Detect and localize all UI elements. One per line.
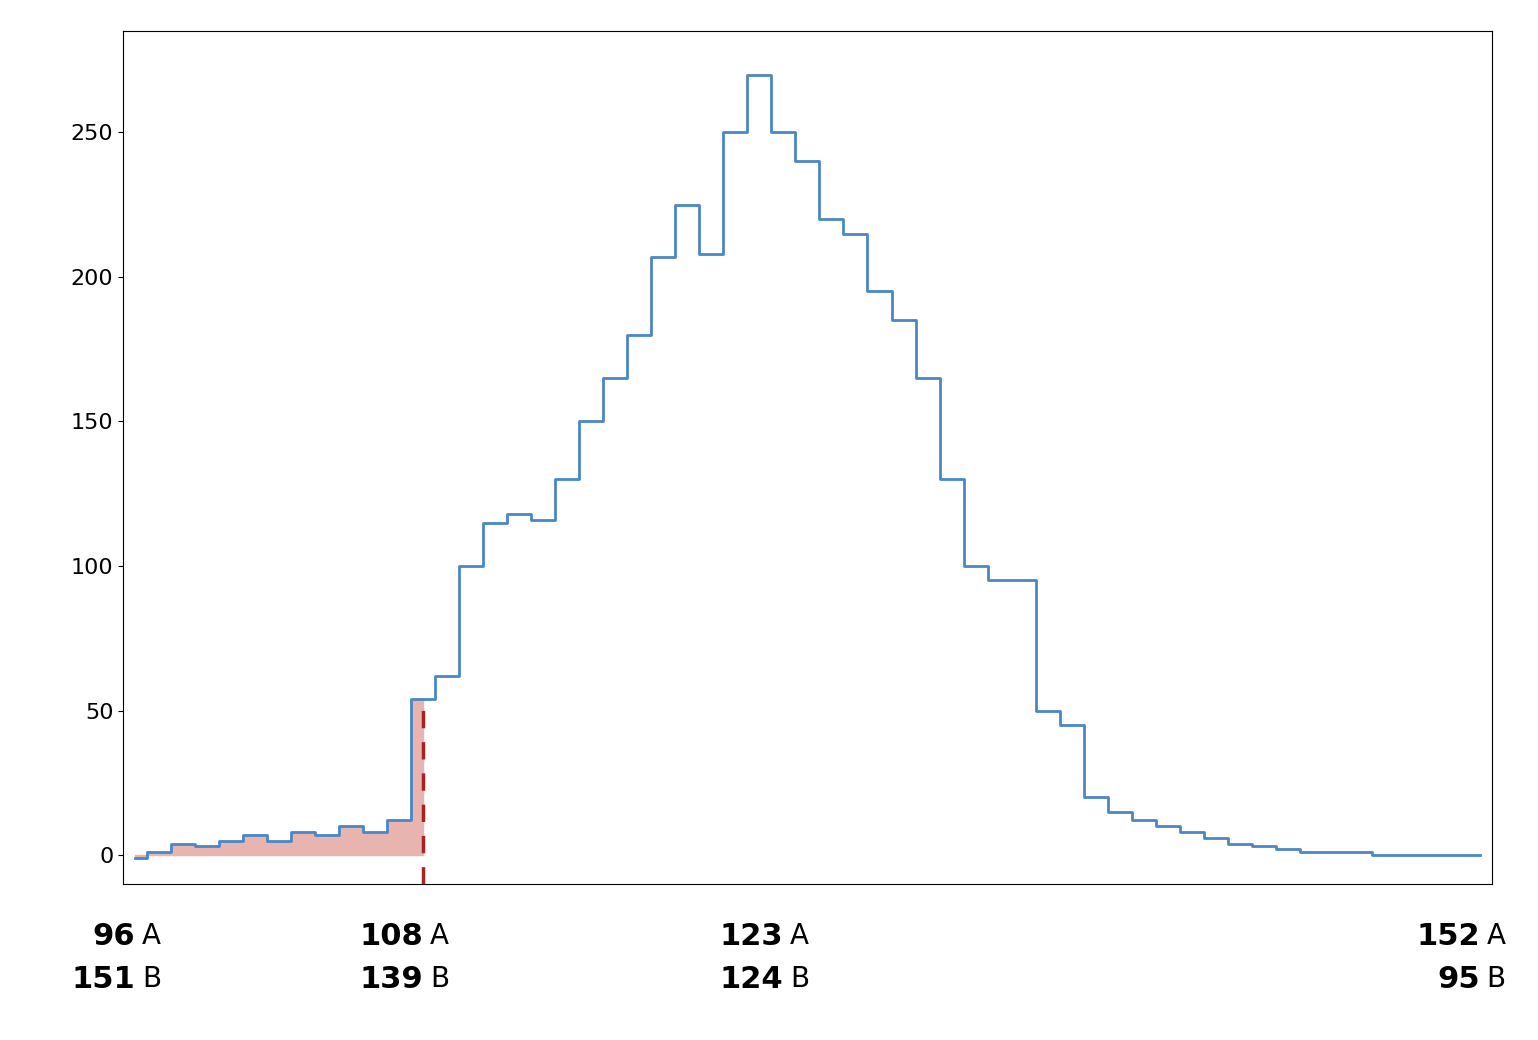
- Text: 108: 108: [360, 922, 423, 952]
- Text: 151: 151: [71, 965, 135, 994]
- Text: B: B: [431, 965, 449, 993]
- Text: 95: 95: [1436, 965, 1480, 994]
- Text: A: A: [1487, 922, 1506, 951]
- Text: 96: 96: [92, 922, 135, 952]
- Text: A: A: [431, 922, 449, 951]
- Text: 139: 139: [360, 965, 423, 994]
- Text: B: B: [791, 965, 809, 993]
- Text: 123: 123: [720, 922, 783, 952]
- Text: A: A: [141, 922, 161, 951]
- Text: 152: 152: [1416, 922, 1480, 952]
- Text: B: B: [141, 965, 161, 993]
- Text: B: B: [1487, 965, 1506, 993]
- Text: 124: 124: [720, 965, 783, 994]
- Text: A: A: [791, 922, 809, 951]
